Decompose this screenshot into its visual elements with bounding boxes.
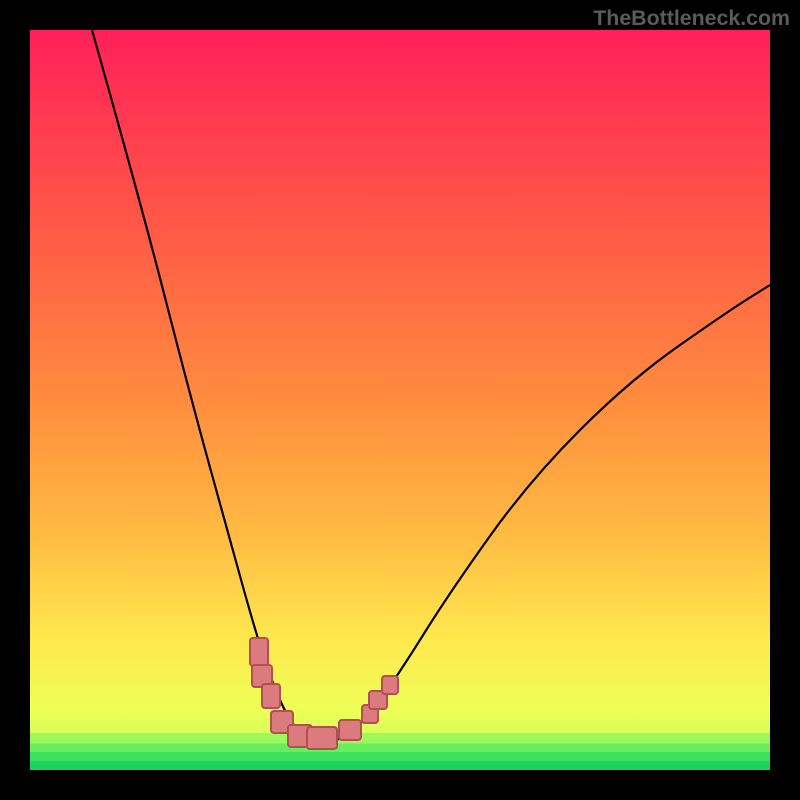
marker-layer	[250, 638, 398, 749]
curve-marker	[250, 638, 268, 666]
curve-marker	[262, 684, 280, 708]
curve-marker	[307, 727, 337, 749]
bottleneck-curve	[92, 30, 770, 741]
curve-marker	[382, 676, 398, 694]
chart-frame: TheBottleneck.com	[0, 0, 800, 800]
watermark-text: TheBottleneck.com	[593, 6, 790, 31]
chart-svg	[30, 30, 770, 770]
curve-marker	[339, 720, 361, 740]
